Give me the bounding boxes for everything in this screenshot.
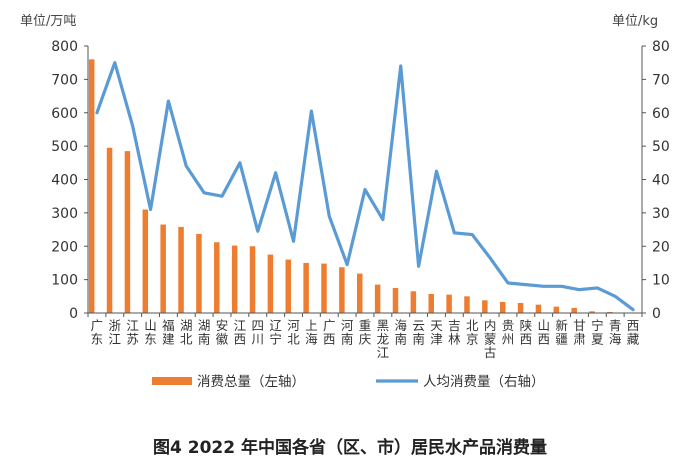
bar bbox=[88, 59, 95, 313]
bar bbox=[160, 224, 166, 313]
x-tick-label: 安徽 bbox=[216, 318, 229, 347]
left-tick-label: 500 bbox=[51, 139, 78, 155]
bar bbox=[357, 273, 363, 313]
bar bbox=[321, 263, 327, 313]
right-tick-label: 10 bbox=[652, 273, 670, 289]
x-tick-label: 云南 bbox=[412, 318, 425, 347]
bar-series bbox=[88, 59, 631, 313]
x-tick-label: 广东 bbox=[91, 318, 104, 347]
bar bbox=[392, 287, 399, 313]
right-tick-label: 70 bbox=[652, 72, 670, 88]
bar bbox=[410, 291, 417, 313]
legend: 消费总量（左轴） 人均消费量（右轴） bbox=[152, 374, 545, 390]
x-tick-label: 广西 bbox=[323, 318, 336, 347]
x-tick-label: 吉林 bbox=[448, 318, 461, 347]
legend-bar-label: 消费总量（左轴） bbox=[197, 374, 305, 390]
bar bbox=[285, 259, 292, 313]
x-tick-label: 湖北 bbox=[180, 318, 193, 347]
line-series bbox=[95, 61, 635, 312]
bar bbox=[196, 233, 202, 313]
left-axis-unit: 单位/万吨 bbox=[20, 14, 77, 29]
x-tick-label: 西藏 bbox=[627, 318, 640, 347]
x-tick-label: 上海 bbox=[305, 318, 318, 347]
line-path bbox=[95, 61, 635, 312]
left-tick-label: 600 bbox=[51, 106, 78, 122]
bar bbox=[231, 245, 238, 313]
bar bbox=[482, 300, 488, 313]
x-tick-label: 内蒙古 bbox=[484, 318, 497, 360]
x-tick-label: 黑龙江 bbox=[377, 318, 390, 360]
x-tick-label: 甘肃 bbox=[573, 318, 586, 347]
x-tick-label: 辽宁 bbox=[269, 318, 282, 347]
bar bbox=[446, 294, 452, 313]
right-tick-label: 50 bbox=[652, 139, 670, 155]
bar bbox=[374, 284, 381, 313]
x-tick-label: 青海 bbox=[609, 318, 622, 347]
legend-line-label: 人均消费量（右轴） bbox=[423, 374, 545, 390]
bar bbox=[142, 209, 149, 313]
x-tick-label: 北京 bbox=[466, 318, 479, 347]
left-tick-label: 400 bbox=[51, 173, 78, 189]
x-tick-labels: 广东浙江江苏山东福建湖北湖南安徽江西四川辽宁河北上海广西河南重庆黑龙江海南云南天… bbox=[91, 318, 640, 360]
left-tick-label: 700 bbox=[51, 72, 78, 88]
bar bbox=[106, 147, 113, 313]
x-tick-label: 贵州 bbox=[502, 318, 515, 347]
left-tick-label: 0 bbox=[69, 306, 78, 322]
bar bbox=[535, 304, 542, 313]
bar bbox=[249, 246, 256, 313]
right-tick-label: 60 bbox=[652, 106, 670, 122]
bar bbox=[124, 151, 131, 313]
legend-bar-swatch bbox=[152, 377, 192, 385]
bar bbox=[517, 302, 524, 313]
right-tick-label: 30 bbox=[652, 206, 670, 222]
right-tick-label: 40 bbox=[652, 173, 670, 189]
left-tick-label: 300 bbox=[51, 206, 78, 222]
x-tick-label: 江西 bbox=[234, 318, 247, 347]
right-tick-label: 20 bbox=[652, 239, 670, 255]
right-tick-label: 80 bbox=[652, 39, 670, 55]
x-tick-label: 四川 bbox=[252, 318, 265, 347]
bar bbox=[607, 311, 613, 313]
bar bbox=[464, 296, 470, 313]
x-tick-label: 福建 bbox=[162, 318, 175, 347]
x-tick-label: 山东 bbox=[144, 318, 157, 347]
bar bbox=[571, 307, 577, 313]
bar bbox=[499, 301, 506, 313]
x-tick-label: 陕西 bbox=[520, 318, 533, 347]
bar bbox=[428, 293, 434, 313]
axes: 0 100 200 300 400 500 600 700 800 0 10 20 30 40 50 60 70… bbox=[51, 39, 670, 322]
x-tick-label: 山西 bbox=[537, 318, 550, 347]
bar bbox=[553, 306, 560, 313]
x-tick-label: 新疆 bbox=[555, 318, 568, 347]
left-tick-label: 200 bbox=[51, 239, 78, 255]
left-tick-label: 800 bbox=[51, 39, 78, 55]
x-tick-label: 重庆 bbox=[359, 318, 372, 347]
bar bbox=[339, 267, 345, 313]
x-tick-label: 江苏 bbox=[126, 318, 139, 347]
figure-caption: 图4 2022 年中国各省（区、市）居民水产品消费量 bbox=[153, 438, 547, 458]
x-tick-label: 浙江 bbox=[109, 318, 122, 347]
bar bbox=[267, 254, 274, 313]
x-tick-label: 宁夏 bbox=[591, 318, 604, 347]
x-tick-label: 河南 bbox=[341, 318, 354, 347]
right-tick-label: 0 bbox=[652, 306, 661, 322]
left-tick-label: 100 bbox=[51, 273, 78, 289]
x-tick-label: 海南 bbox=[394, 318, 407, 347]
bar bbox=[178, 226, 184, 313]
bar bbox=[589, 311, 595, 313]
bar bbox=[303, 262, 309, 313]
x-tick-label: 天津 bbox=[430, 318, 443, 347]
x-tick-label: 河北 bbox=[287, 318, 300, 347]
x-tick-label: 湖南 bbox=[198, 318, 211, 347]
bar bbox=[214, 242, 220, 313]
right-axis-unit: 单位/kg bbox=[612, 14, 659, 29]
